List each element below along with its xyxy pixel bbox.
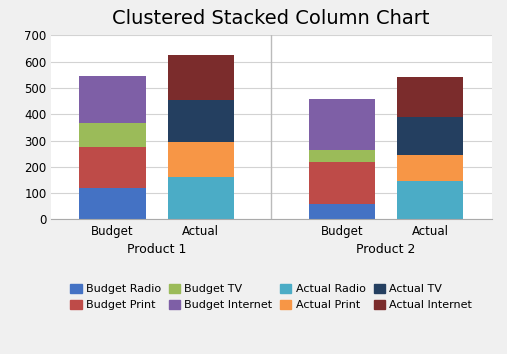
- Text: Product 1: Product 1: [127, 244, 186, 256]
- Bar: [397, 117, 463, 155]
- Bar: [168, 100, 234, 142]
- Bar: [80, 124, 146, 147]
- Legend: Budget Radio, Budget Print, Budget TV, Budget Internet, Actual Radio, Actual Pri: Budget Radio, Budget Print, Budget TV, B…: [67, 280, 476, 313]
- Bar: [80, 147, 146, 188]
- Bar: [397, 78, 463, 117]
- Text: Product 2: Product 2: [356, 244, 416, 256]
- Bar: [309, 150, 375, 162]
- Bar: [397, 155, 463, 181]
- Bar: [80, 188, 146, 219]
- Title: Clustered Stacked Column Chart: Clustered Stacked Column Chart: [113, 9, 430, 28]
- Bar: [309, 98, 375, 150]
- Bar: [80, 76, 146, 124]
- Bar: [168, 142, 234, 177]
- Bar: [397, 181, 463, 219]
- Bar: [309, 162, 375, 204]
- Bar: [168, 55, 234, 100]
- Bar: [168, 177, 234, 219]
- Bar: [309, 204, 375, 219]
